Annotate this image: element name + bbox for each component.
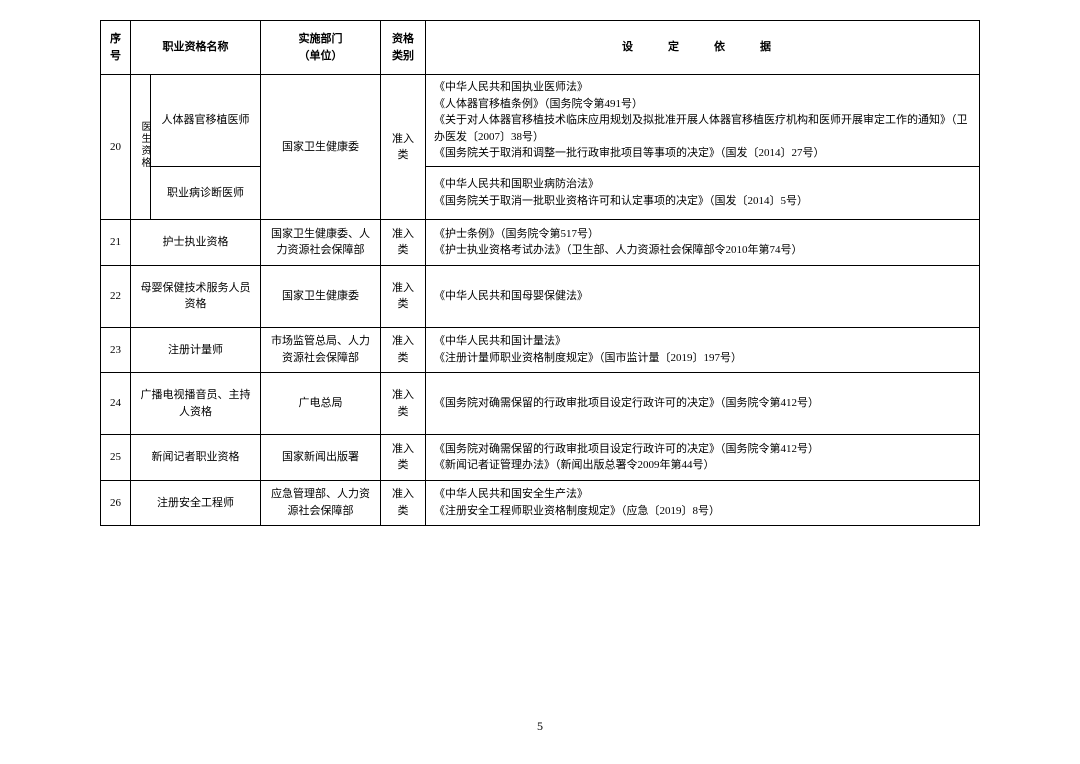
- table-row: 20 医生资格 人体器官移植医师 国家卫生健康委 准入类 《中华人民共和国执业医…: [101, 75, 980, 167]
- cell-name: 广播电视播音员、主持人资格: [131, 373, 261, 435]
- cell-subcategory: 医生资格: [131, 75, 151, 220]
- qualification-table: 序号 职业资格名称 实施部门 （单位） 资格 类别 设 定 依 据 20 医生资…: [100, 20, 980, 526]
- page-number: 5: [0, 719, 1080, 734]
- header-basis-text: 设 定 依 据: [622, 41, 783, 53]
- cell-name: 人体器官移植医师: [151, 75, 261, 167]
- cell-seq: 24: [101, 373, 131, 435]
- cell-seq: 25: [101, 435, 131, 481]
- table-row: 职业病诊断医师 《中华人民共和国职业病防治法》 《国务院关于取消一批职业资格许可…: [101, 166, 980, 220]
- cell-basis: 《国务院对确需保留的行政审批项目设定行政许可的决定》（国务院令第412号） 《新…: [426, 435, 980, 481]
- cell-name: 注册安全工程师: [131, 480, 261, 526]
- cell-name: 注册计量师: [131, 327, 261, 373]
- cell-dept: 广电总局: [261, 373, 381, 435]
- subcategory-text: 医生资格: [137, 121, 152, 169]
- cell-seq: 23: [101, 327, 131, 373]
- cell-seq: 21: [101, 220, 131, 266]
- cell-dept: 国家新闻出版署: [261, 435, 381, 481]
- cell-basis: 《中华人民共和国职业病防治法》 《国务院关于取消一批职业资格许可和认定事项的决定…: [426, 166, 980, 220]
- header-seq: 序号: [101, 21, 131, 75]
- table-row: 22 母婴保健技术服务人员资格 国家卫生健康委 准入类 《中华人民共和国母婴保健…: [101, 265, 980, 327]
- document-page: 序号 职业资格名称 实施部门 （单位） 资格 类别 设 定 依 据 20 医生资…: [0, 0, 1080, 526]
- cell-seq: 20: [101, 75, 131, 220]
- cell-dept: 国家卫生健康委: [261, 265, 381, 327]
- cell-name: 母婴保健技术服务人员资格: [131, 265, 261, 327]
- cell-dept: 国家卫生健康委: [261, 75, 381, 220]
- cell-dept: 应急管理部、人力资源社会保障部: [261, 480, 381, 526]
- table-row: 25 新闻记者职业资格 国家新闻出版署 准入类 《国务院对确需保留的行政审批项目…: [101, 435, 980, 481]
- cell-basis: 《国务院对确需保留的行政审批项目设定行政许可的决定》（国务院令第412号）: [426, 373, 980, 435]
- cell-seq: 26: [101, 480, 131, 526]
- table-row: 26 注册安全工程师 应急管理部、人力资源社会保障部 准入类 《中华人民共和国安…: [101, 480, 980, 526]
- cell-name: 新闻记者职业资格: [131, 435, 261, 481]
- header-cat: 资格 类别: [381, 21, 426, 75]
- cell-cat: 准入类: [381, 75, 426, 220]
- cell-basis: 《中华人民共和国母婴保健法》: [426, 265, 980, 327]
- table-header-row: 序号 职业资格名称 实施部门 （单位） 资格 类别 设 定 依 据: [101, 21, 980, 75]
- header-dept: 实施部门 （单位）: [261, 21, 381, 75]
- cell-cat: 准入类: [381, 480, 426, 526]
- table-row: 24 广播电视播音员、主持人资格 广电总局 准入类 《国务院对确需保留的行政审批…: [101, 373, 980, 435]
- cell-dept: 市场监管总局、人力资源社会保障部: [261, 327, 381, 373]
- cell-seq: 22: [101, 265, 131, 327]
- cell-basis: 《中华人民共和国执业医师法》 《人体器官移植条例》（国务院令第491号） 《关于…: [426, 75, 980, 167]
- table-row: 21 护士执业资格 国家卫生健康委、人力资源社会保障部 准入类 《护士条例》（国…: [101, 220, 980, 266]
- cell-name: 护士执业资格: [131, 220, 261, 266]
- header-basis: 设 定 依 据: [426, 21, 980, 75]
- cell-basis: 《护士条例》（国务院令第517号） 《护士执业资格考试办法》（卫生部、人力资源社…: [426, 220, 980, 266]
- table-row: 23 注册计量师 市场监管总局、人力资源社会保障部 准入类 《中华人民共和国计量…: [101, 327, 980, 373]
- cell-cat: 准入类: [381, 220, 426, 266]
- cell-name: 职业病诊断医师: [151, 166, 261, 220]
- cell-dept: 国家卫生健康委、人力资源社会保障部: [261, 220, 381, 266]
- cell-cat: 准入类: [381, 435, 426, 481]
- header-name: 职业资格名称: [131, 21, 261, 75]
- cell-cat: 准入类: [381, 373, 426, 435]
- cell-basis: 《中华人民共和国安全生产法》 《注册安全工程师职业资格制度规定》（应急〔2019…: [426, 480, 980, 526]
- cell-basis: 《中华人民共和国计量法》 《注册计量师职业资格制度规定》（国市监计量〔2019〕…: [426, 327, 980, 373]
- cell-cat: 准入类: [381, 265, 426, 327]
- cell-cat: 准入类: [381, 327, 426, 373]
